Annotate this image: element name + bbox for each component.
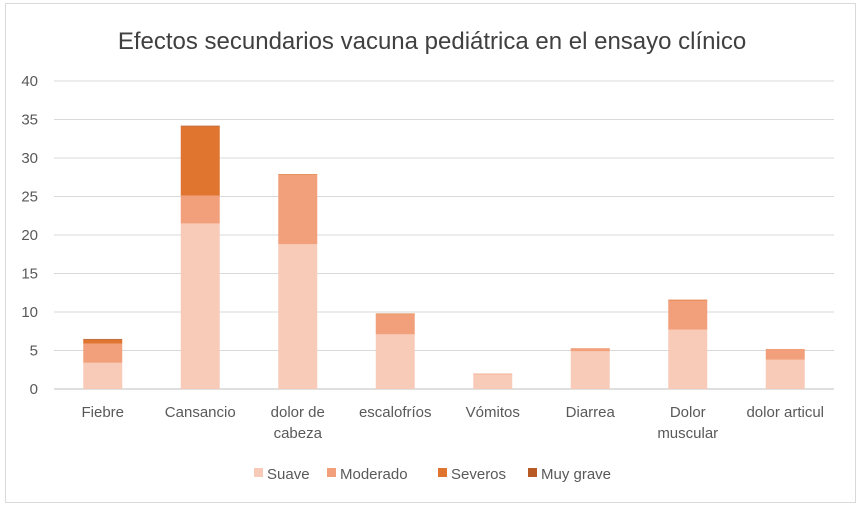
legend-swatch bbox=[438, 468, 447, 477]
bar-segment bbox=[278, 244, 318, 389]
y-tick-label: 30 bbox=[21, 150, 38, 167]
bar-segment bbox=[570, 351, 610, 389]
bar-segment bbox=[570, 348, 610, 352]
x-tick-label: escalofríos bbox=[359, 404, 432, 421]
bar-segment bbox=[83, 343, 123, 363]
legend-label: Muy grave bbox=[541, 466, 611, 483]
bar-segment bbox=[375, 314, 415, 335]
legend: Suave Moderado Severos Muy grave bbox=[254, 466, 611, 483]
y-tick-label: 35 bbox=[21, 112, 38, 129]
y-tick-label: 5 bbox=[30, 343, 38, 360]
x-tick-label: muscular bbox=[657, 425, 718, 442]
bar-segment bbox=[83, 338, 123, 340]
bar-segment bbox=[473, 374, 513, 389]
bar-segment bbox=[83, 339, 123, 344]
bars bbox=[83, 125, 805, 389]
x-tick-label: dolor articul bbox=[746, 404, 824, 421]
bar-segment bbox=[765, 359, 805, 389]
bar-segment bbox=[375, 334, 415, 389]
x-tick-label: Vómitos bbox=[466, 404, 520, 421]
gridlines bbox=[54, 80, 834, 390]
bar-segment bbox=[83, 362, 123, 389]
y-tick-label: 0 bbox=[30, 381, 38, 398]
legend-label: Suave bbox=[267, 466, 310, 483]
bar-segment bbox=[180, 125, 220, 127]
x-axis-tick-labels: Fiebre Cansancio dolor de cabeza escalofríos… bbox=[81, 404, 824, 442]
bar-segment bbox=[765, 348, 805, 360]
bar-segment bbox=[668, 329, 708, 389]
x-tick-label: cabeza bbox=[274, 425, 323, 442]
bar-segment bbox=[668, 299, 708, 301]
legend-swatch bbox=[528, 468, 537, 477]
bar-segment bbox=[278, 174, 318, 245]
x-tick-label: dolor de bbox=[271, 404, 325, 421]
x-tick-label: Cansancio bbox=[165, 404, 236, 421]
x-tick-label: Dolor bbox=[670, 404, 706, 421]
bar-segment bbox=[668, 300, 708, 330]
bar-segment bbox=[180, 195, 220, 224]
y-tick-label: 10 bbox=[21, 304, 38, 321]
legend-swatch bbox=[254, 468, 263, 477]
chart-frame bbox=[5, 3, 856, 503]
legend-swatch bbox=[327, 468, 336, 477]
y-tick-label: 20 bbox=[21, 227, 38, 244]
bar-segment bbox=[180, 223, 220, 389]
bar-segment bbox=[375, 313, 415, 315]
y-tick-label: 40 bbox=[21, 73, 38, 90]
y-tick-label: 25 bbox=[21, 189, 38, 206]
y-axis-tick-labels: 0 5 10 15 20 25 30 35 40 bbox=[21, 73, 38, 398]
legend-label: Severos bbox=[451, 466, 506, 483]
legend-label: Moderado bbox=[340, 466, 408, 483]
x-tick-label: Fiebre bbox=[81, 404, 124, 421]
y-tick-label: 15 bbox=[21, 266, 38, 283]
bar-segment bbox=[278, 174, 318, 175]
chart-title: Efectos secundarios vacuna pediátrica en… bbox=[118, 28, 746, 55]
bar-segment bbox=[180, 126, 220, 196]
bar-segment bbox=[473, 373, 513, 375]
x-tick-label: Diarrea bbox=[566, 404, 616, 421]
